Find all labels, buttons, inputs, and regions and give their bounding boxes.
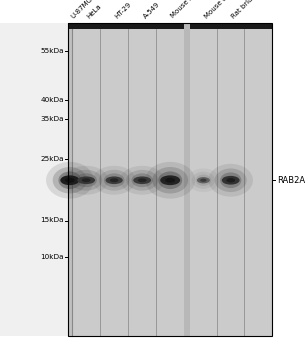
Text: Mouse testis: Mouse testis	[203, 0, 239, 19]
Ellipse shape	[196, 175, 211, 186]
Ellipse shape	[208, 164, 253, 197]
Text: HT-29: HT-29	[114, 1, 133, 19]
Ellipse shape	[165, 178, 175, 183]
Ellipse shape	[152, 167, 188, 194]
Ellipse shape	[65, 178, 75, 183]
Text: A-549: A-549	[142, 1, 161, 19]
Ellipse shape	[222, 176, 240, 185]
Ellipse shape	[53, 167, 87, 194]
Bar	[68, 23, 72, 336]
Ellipse shape	[110, 178, 119, 182]
Ellipse shape	[46, 162, 94, 199]
Ellipse shape	[226, 178, 235, 182]
Text: Mouse lung: Mouse lung	[170, 0, 203, 19]
Ellipse shape	[126, 170, 158, 191]
Ellipse shape	[70, 170, 102, 191]
Ellipse shape	[145, 162, 195, 199]
Ellipse shape	[215, 168, 247, 192]
Ellipse shape	[93, 166, 136, 195]
Ellipse shape	[120, 166, 165, 195]
Ellipse shape	[58, 172, 81, 189]
Ellipse shape	[197, 177, 210, 183]
Text: 55kDa: 55kDa	[40, 48, 64, 54]
Ellipse shape	[200, 178, 207, 182]
Ellipse shape	[60, 175, 79, 185]
Bar	[72, 23, 184, 336]
Text: Rat brian: Rat brian	[231, 0, 258, 19]
Text: 15kDa: 15kDa	[40, 217, 64, 224]
Ellipse shape	[131, 173, 153, 187]
Text: RAB2A: RAB2A	[277, 176, 305, 185]
Ellipse shape	[192, 172, 215, 189]
Text: HeLa: HeLa	[86, 2, 103, 19]
Bar	[68, 23, 272, 336]
Ellipse shape	[106, 176, 123, 184]
Bar	[68, 23, 272, 336]
Bar	[0, 23, 68, 336]
Ellipse shape	[82, 178, 91, 182]
Ellipse shape	[99, 170, 130, 191]
Ellipse shape	[187, 168, 220, 192]
Text: U-87MG: U-87MG	[70, 0, 94, 19]
Ellipse shape	[138, 178, 147, 182]
Bar	[190, 23, 272, 336]
Bar	[190, 23, 272, 29]
Bar	[68, 23, 72, 29]
Ellipse shape	[160, 175, 180, 185]
Text: 35kDa: 35kDa	[40, 116, 64, 122]
Ellipse shape	[76, 173, 97, 187]
Ellipse shape	[220, 173, 241, 188]
Ellipse shape	[77, 176, 95, 184]
Bar	[72, 23, 184, 29]
Text: 10kDa: 10kDa	[40, 254, 64, 260]
Ellipse shape	[133, 176, 151, 184]
Text: 40kDa: 40kDa	[40, 97, 64, 103]
Ellipse shape	[64, 166, 108, 195]
Text: 25kDa: 25kDa	[40, 156, 64, 162]
Ellipse shape	[158, 172, 182, 189]
Bar	[184, 23, 190, 336]
Ellipse shape	[104, 173, 124, 187]
